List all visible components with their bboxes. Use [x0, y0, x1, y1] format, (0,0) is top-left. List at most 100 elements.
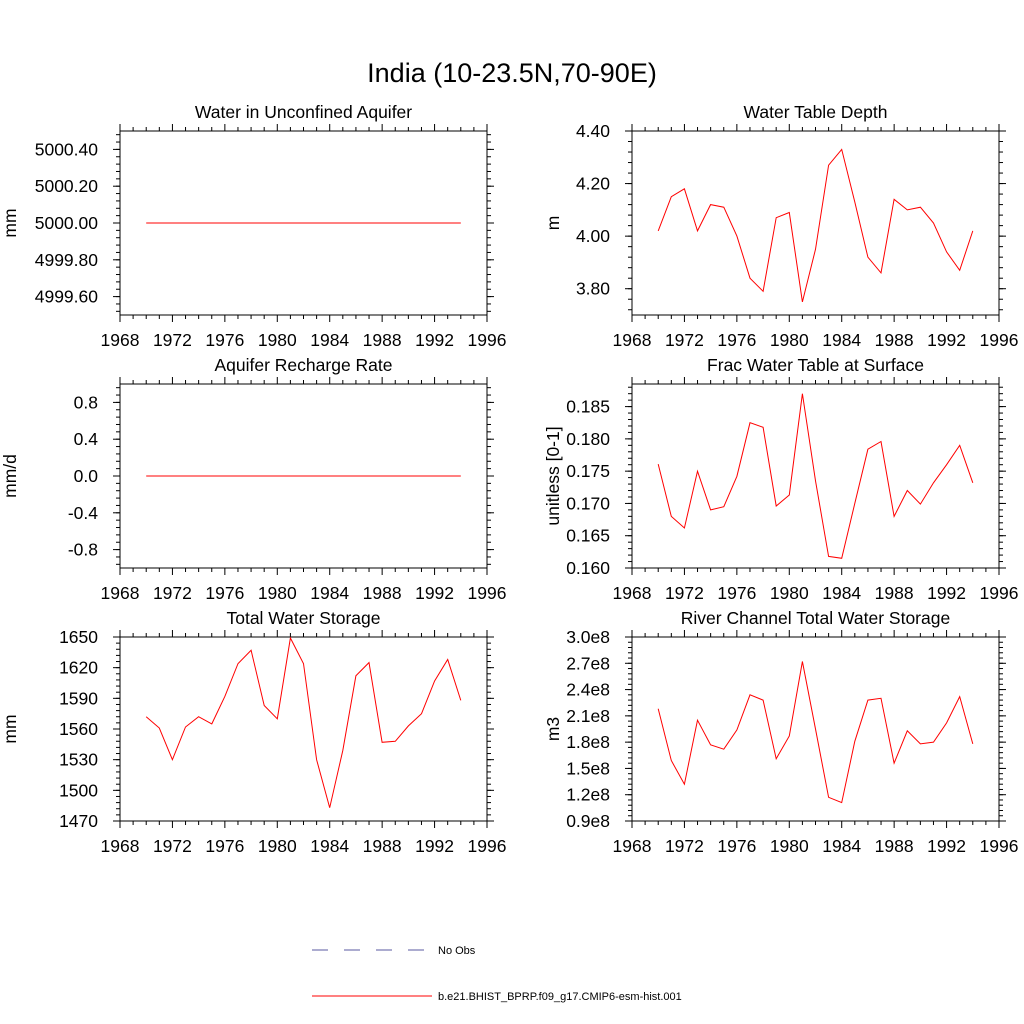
x-tick-label-recharge-rate-4: 1984 — [310, 583, 349, 603]
x-tick-label-recharge-rate-3: 1980 — [258, 583, 297, 603]
y-tick-label-frac-water-table-3: 0.175 — [566, 461, 610, 481]
y-tick-label-river-storage-4: 2.1e8 — [566, 706, 610, 726]
x-tick-label-total-water-storage-2: 1976 — [205, 836, 244, 856]
x-tick-label-river-storage-4: 1984 — [822, 836, 861, 856]
x-tick-label-total-water-storage-1: 1972 — [153, 836, 192, 856]
x-tick-label-total-water-storage-4: 1984 — [310, 836, 349, 856]
y-tick-label-recharge-rate-0: -0.8 — [68, 540, 98, 560]
series-line-total-water-storage — [145, 636, 462, 808]
y-tick-label-water-table-depth-1: 4.00 — [576, 226, 610, 246]
panel-title-frac-water-table: Frac Water Table at Surface — [707, 355, 924, 375]
x-tick-label-frac-water-table-4: 1984 — [822, 583, 861, 603]
x-tick-label-water-table-depth-2: 1976 — [717, 330, 756, 350]
x-tick-label-frac-water-table-1: 1972 — [665, 583, 704, 603]
panel-title-unconfined-aquifer: Water in Unconfined Aquifer — [195, 102, 412, 122]
x-tick-label-river-storage-7: 1996 — [980, 836, 1019, 856]
x-tick-label-frac-water-table-2: 1976 — [717, 583, 756, 603]
x-tick-label-total-water-storage-5: 1988 — [363, 836, 402, 856]
series-line-frac-water-table — [657, 393, 974, 559]
y-tick-label-frac-water-table-1: 0.165 — [566, 526, 610, 546]
x-tick-label-total-water-storage-0: 1968 — [101, 836, 140, 856]
x-tick-label-water-table-depth-4: 1984 — [822, 330, 861, 350]
x-tick-label-river-storage-3: 1980 — [770, 836, 809, 856]
y-tick-label-unconfined-aquifer-4: 5000.40 — [35, 139, 99, 159]
x-tick-label-river-storage-0: 1968 — [613, 836, 652, 856]
y-tick-label-water-table-depth-0: 3.80 — [576, 279, 610, 299]
y-tick-label-recharge-rate-2: 0.0 — [74, 466, 99, 486]
panel-title-river-storage: River Channel Total Water Storage — [681, 608, 950, 628]
x-tick-label-frac-water-table-0: 1968 — [613, 583, 652, 603]
x-tick-label-water-table-depth-6: 1992 — [927, 330, 966, 350]
x-tick-label-frac-water-table-5: 1988 — [875, 583, 914, 603]
y-tick-label-frac-water-table-2: 0.170 — [566, 493, 610, 513]
x-tick-label-recharge-rate-2: 1976 — [205, 583, 244, 603]
panels: Water in Unconfined Aquifer mm 1968 1972 197… — [0, 102, 1018, 856]
y-tick-label-river-storage-6: 2.7e8 — [566, 653, 610, 673]
y-axis-label-total-water-storage: mm — [0, 714, 20, 743]
plot-frame-frac-water-table — [631, 383, 1000, 569]
y-tick-label-unconfined-aquifer-0: 4999.60 — [35, 287, 99, 307]
legend-obs-label: No Obs — [438, 945, 476, 957]
y-tick-label-frac-water-table-0: 0.160 — [566, 558, 610, 578]
x-tick-label-unconfined-aquifer-3: 1980 — [258, 330, 297, 350]
y-tick-label-total-water-storage-1: 1500 — [59, 780, 98, 800]
panel-frac-water-table: Frac Water Table at Surface unitless [0-1… — [543, 355, 1018, 603]
x-tick-label-recharge-rate-0: 1968 — [101, 583, 140, 603]
x-tick-label-river-storage-1: 1972 — [665, 836, 704, 856]
y-tick-label-recharge-rate-4: 0.8 — [74, 392, 98, 412]
series-line-river-storage — [657, 661, 974, 804]
y-tick-label-recharge-rate-1: -0.4 — [68, 503, 98, 523]
y-axis-label-frac-water-table: unitless [0-1] — [543, 426, 563, 525]
y-tick-label-recharge-rate-3: 0.4 — [74, 429, 99, 449]
panel-river-storage: River Channel Total Water Storage m3 1968 1… — [543, 608, 1018, 856]
x-tick-label-unconfined-aquifer-2: 1976 — [205, 330, 244, 350]
y-tick-label-total-water-storage-2: 1530 — [59, 750, 98, 770]
y-axis-label-unconfined-aquifer: mm — [0, 208, 20, 237]
panel-unconfined-aquifer: Water in Unconfined Aquifer mm 1968 1972 197… — [0, 102, 506, 350]
legend-model-label: b.e21.BHIST_BPRP.f09_g17.CMIP6-esm-hist.… — [438, 991, 682, 1003]
x-tick-label-river-storage-5: 1988 — [875, 836, 914, 856]
main-title: India (10-23.5N,70-90E) — [367, 58, 657, 88]
x-tick-label-recharge-rate-7: 1996 — [468, 583, 507, 603]
panel-water-table-depth: Water Table Depth m 1968 1972 1976 1980 1984 19… — [543, 102, 1018, 350]
x-tick-label-river-storage-6: 1992 — [927, 836, 966, 856]
x-tick-label-recharge-rate-1: 1972 — [153, 583, 192, 603]
y-axis-label-recharge-rate: mm/d — [0, 454, 20, 498]
x-tick-label-unconfined-aquifer-4: 1984 — [310, 330, 349, 350]
y-tick-label-frac-water-table-5: 0.185 — [566, 397, 610, 417]
y-tick-label-unconfined-aquifer-1: 4999.80 — [35, 250, 99, 270]
y-tick-label-total-water-storage-4: 1590 — [59, 688, 98, 708]
y-tick-label-total-water-storage-5: 1620 — [59, 658, 98, 678]
x-tick-label-unconfined-aquifer-5: 1988 — [363, 330, 402, 350]
x-tick-label-total-water-storage-3: 1980 — [258, 836, 297, 856]
y-tick-label-water-table-depth-3: 4.40 — [576, 121, 610, 141]
panel-title-recharge-rate: Aquifer Recharge Rate — [214, 355, 392, 375]
x-tick-label-water-table-depth-5: 1988 — [875, 330, 914, 350]
y-axis-label-water-table-depth: m — [543, 216, 563, 231]
panel-recharge-rate: Aquifer Recharge Rate mm/d 1968 1972 1976 198… — [0, 355, 506, 603]
y-tick-label-unconfined-aquifer-2: 5000.00 — [35, 213, 99, 233]
y-tick-label-total-water-storage-0: 1470 — [59, 811, 98, 831]
x-tick-label-frac-water-table-3: 1980 — [770, 583, 809, 603]
x-tick-label-unconfined-aquifer-1: 1972 — [153, 330, 192, 350]
y-tick-label-river-storage-5: 2.4e8 — [566, 680, 610, 700]
legend: No Obs b.e21.BHIST_BPRP.f09_g17.CMIP6-es… — [312, 945, 682, 1003]
y-tick-label-water-table-depth-2: 4.20 — [576, 174, 610, 194]
x-tick-label-river-storage-2: 1976 — [717, 836, 756, 856]
y-tick-label-river-storage-2: 1.5e8 — [566, 758, 610, 778]
y-tick-label-river-storage-0: 0.9e8 — [566, 811, 610, 831]
x-tick-label-frac-water-table-7: 1996 — [980, 583, 1019, 603]
x-tick-label-total-water-storage-6: 1992 — [415, 836, 454, 856]
x-tick-label-frac-water-table-6: 1992 — [927, 583, 966, 603]
x-tick-label-recharge-rate-5: 1988 — [363, 583, 402, 603]
y-tick-label-river-storage-3: 1.8e8 — [566, 732, 610, 752]
x-tick-label-water-table-depth-7: 1996 — [980, 330, 1019, 350]
y-tick-label-frac-water-table-4: 0.180 — [566, 429, 610, 449]
x-tick-label-unconfined-aquifer-7: 1996 — [468, 330, 507, 350]
x-tick-label-unconfined-aquifer-6: 1992 — [415, 330, 454, 350]
plot-frame-water-table-depth — [631, 130, 1000, 316]
series-line-water-table-depth — [657, 148, 974, 303]
y-tick-label-total-water-storage-6: 1650 — [59, 627, 98, 647]
y-axis-label-river-storage: m3 — [543, 717, 563, 741]
